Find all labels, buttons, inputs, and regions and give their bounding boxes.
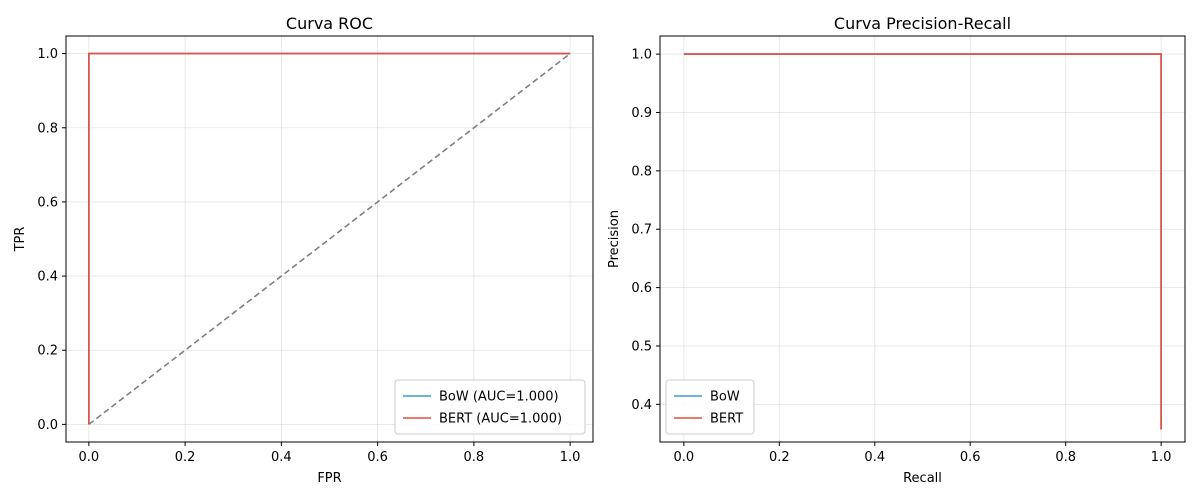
y-tick-label: 0.4 (37, 270, 58, 285)
y-tick-label: 0.7 (631, 223, 652, 238)
series-line-1 (88, 52, 571, 425)
series-line-1 (683, 53, 1162, 430)
y-tick-label: 0.6 (631, 281, 652, 296)
x-tick-label: 0.2 (769, 450, 790, 465)
x-axis-label: Recall (903, 471, 942, 486)
x-tick-label: 0.8 (1055, 450, 1076, 465)
x-tick-label: 1.0 (1151, 450, 1172, 465)
x-tick-label: 0.0 (79, 450, 100, 465)
x-tick-label: 0.0 (674, 450, 695, 465)
legend: BoW BERT (665, 379, 755, 435)
plot-frame (659, 35, 1186, 443)
y-tick-label: 0.9 (631, 106, 652, 121)
reference-diagonal-line (88, 52, 571, 426)
x-tick-label: 0.6 (960, 450, 981, 465)
y-tick-label: 0.4 (631, 398, 652, 413)
y-tick-label: 0.8 (37, 121, 58, 136)
x-axis-label: FPR (317, 471, 341, 486)
y-tick-label: 0.8 (631, 164, 652, 179)
plot-frame (65, 35, 594, 443)
chart-title: Curva Precision-Recall (834, 14, 1011, 33)
y-tick-label: 0.5 (631, 339, 652, 354)
x-tick-label: 0.8 (464, 450, 485, 465)
x-tick-label: 0.2 (175, 450, 196, 465)
legend-label: BoW (AUC=1.000) (439, 390, 559, 405)
x-tick-label: 0.4 (271, 450, 292, 465)
x-tick-label: 1.0 (560, 450, 581, 465)
chart-1: 0.0 0.2 0.4 0.6 0.8 1.0 0.4 0.5 0.6 0.7 0.8 0.9 1.0 C… (607, 14, 1186, 486)
y-axis-label: Precision (607, 210, 622, 268)
legend-box (394, 379, 586, 435)
y-tick-label: 0.6 (37, 195, 58, 210)
legend-label: BoW (710, 390, 740, 405)
legend-label: BERT (710, 412, 743, 427)
legend-label: BERT (AUC=1.000) (439, 412, 562, 427)
y-tick-label: 0.2 (37, 344, 58, 359)
y-tick-label: 0.0 (37, 418, 58, 433)
y-axis-label: TPR (13, 227, 28, 253)
legend: BoW (AUC=1.000) BERT (AUC=1.000) (394, 379, 586, 435)
chart-title: Curva ROC (286, 14, 373, 33)
legend-box (665, 379, 755, 435)
y-tick-label: 1.0 (37, 47, 58, 62)
x-tick-label: 0.6 (367, 450, 388, 465)
series-line-0 (683, 53, 1162, 430)
x-tick-label: 0.4 (864, 450, 885, 465)
y-tick-label: 1.0 (631, 48, 652, 63)
chart-0: 0.0 0.2 0.4 0.6 0.8 1.0 0.0 0.2 0.4 0.6 0.8 1.0 Curv… (13, 14, 594, 486)
